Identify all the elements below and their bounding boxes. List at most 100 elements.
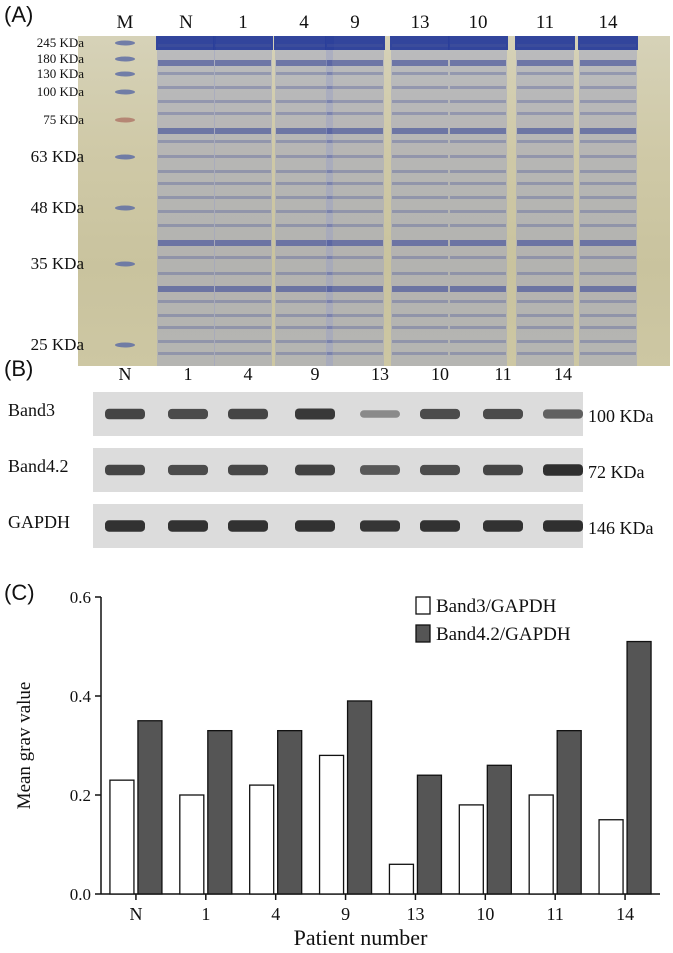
- blot-band: [168, 464, 208, 476]
- gel-band: [580, 224, 636, 227]
- gel-top-band: [515, 36, 575, 50]
- gel-band: [215, 210, 271, 213]
- gel-band: [392, 140, 448, 143]
- gel-band: [158, 128, 214, 134]
- gel-marker-label: 35 KDa: [30, 254, 84, 273]
- gel-lane: [516, 36, 574, 366]
- legend-label: Band4.2/GAPDH: [436, 624, 571, 645]
- gel-band: [215, 300, 271, 303]
- gel-band: [580, 286, 636, 292]
- blot-band: [228, 408, 268, 420]
- blot-band: [543, 409, 583, 419]
- gel-band: [215, 155, 271, 158]
- gel-band: [450, 182, 506, 185]
- gel-top-band: [274, 36, 334, 50]
- gel-marker-label: 75 KDa: [43, 112, 84, 127]
- gel-band: [580, 352, 636, 355]
- marker-band: [115, 154, 135, 160]
- gel-band: [580, 300, 636, 303]
- gel-band: [158, 60, 214, 66]
- blot-band: [105, 464, 145, 476]
- blot-size-label: 72 KDa: [588, 462, 645, 482]
- gel-band: [276, 170, 332, 173]
- blot-lane-label: 1: [183, 364, 193, 384]
- blot-band: [420, 408, 460, 420]
- gel-lane-label: M: [116, 12, 134, 33]
- gel-band: [276, 286, 332, 292]
- bar-band42: [626, 640, 652, 895]
- gel-band: [327, 182, 383, 185]
- blot-lane-label: 10: [431, 364, 449, 384]
- gel-band: [580, 326, 636, 329]
- blot-band: [483, 408, 523, 420]
- gel-band: [276, 128, 332, 134]
- gel-band: [158, 314, 214, 317]
- gel-band: [158, 182, 214, 185]
- gel-band: [327, 155, 383, 158]
- gel-band: [392, 314, 448, 317]
- y-tick-label: 0.6: [70, 588, 91, 607]
- gel-lane: [449, 36, 507, 366]
- gel-band: [450, 140, 506, 143]
- gel-band: [580, 340, 636, 343]
- panel-b-label: (B): [4, 356, 34, 381]
- blot-band: [543, 520, 583, 532]
- blot-band: [228, 464, 268, 476]
- gel-lane-label: 13: [410, 12, 430, 33]
- gel-marker-label: 63 KDa: [30, 147, 84, 166]
- gel-band: [580, 44, 636, 47]
- gel-band: [327, 72, 383, 75]
- gel-band: [517, 340, 573, 343]
- gel-top-band: [448, 36, 508, 50]
- marker-band: [115, 205, 135, 211]
- gel-lane: [275, 36, 333, 366]
- blot-protein-label: Band4.2: [8, 456, 69, 476]
- gel-band: [276, 326, 332, 329]
- gel-band: [215, 224, 271, 227]
- blot-size-label: 100 KDa: [588, 406, 654, 426]
- bar-band3: [179, 794, 205, 895]
- gel-band: [450, 128, 506, 134]
- gel-top-band: [578, 36, 638, 50]
- gel-band: [450, 60, 506, 66]
- gel-lane-label: 14: [598, 12, 618, 33]
- gel-band: [158, 100, 214, 103]
- gel-band: [215, 314, 271, 317]
- gel-band: [450, 300, 506, 303]
- bar-band3: [598, 819, 624, 895]
- bar-band42: [207, 729, 233, 895]
- gel-band: [392, 196, 448, 199]
- gel-band: [580, 182, 636, 185]
- panel-c-label: (C): [4, 580, 35, 605]
- gel-band: [158, 155, 214, 158]
- gel-band: [580, 170, 636, 173]
- gel-band: [517, 326, 573, 329]
- gel-band: [392, 44, 448, 47]
- gel-band: [215, 140, 271, 143]
- gel-band: [215, 86, 271, 89]
- gel-lane: [157, 36, 215, 366]
- gel-band: [158, 170, 214, 173]
- x-tick-label: 1: [201, 904, 210, 924]
- gel-band: [517, 170, 573, 173]
- gel-band: [450, 352, 506, 355]
- gel-lane-label: 10: [468, 12, 488, 33]
- gel-band: [392, 182, 448, 185]
- gel-band: [517, 300, 573, 303]
- gel-band: [276, 60, 332, 66]
- sds-page-gel: [78, 36, 670, 366]
- gel-band: [392, 240, 448, 246]
- y-tick-label: 0.0: [70, 885, 91, 904]
- gel-band: [450, 112, 506, 115]
- gel-band: [392, 170, 448, 173]
- blot-band: [483, 520, 523, 532]
- gel-marker-label: 25 KDa: [30, 335, 84, 354]
- gel-band: [580, 100, 636, 103]
- gel-band: [392, 128, 448, 134]
- gel-band: [158, 72, 214, 75]
- gel-band: [392, 256, 448, 259]
- gel-band: [276, 100, 332, 103]
- gel-band: [158, 196, 214, 199]
- gel-band: [276, 72, 332, 75]
- legend-swatch: [415, 624, 431, 643]
